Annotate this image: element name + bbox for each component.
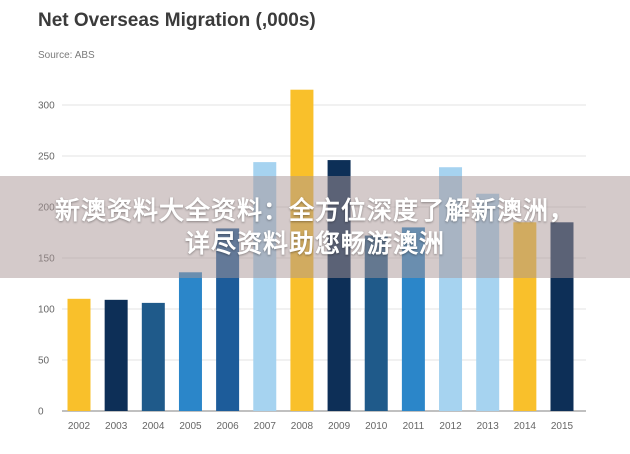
- x-tick-label: 2002: [68, 421, 91, 432]
- x-tick-label: 2006: [216, 421, 239, 432]
- overlay-text: 新澳资料大全资料：全方位深度了解新澳洲，详尽资料助您畅游澳洲: [55, 196, 576, 258]
- x-tick-label: 2010: [365, 421, 388, 432]
- x-tick-label: 2008: [291, 421, 314, 432]
- y-tick-label: 100: [38, 305, 55, 316]
- chart-title: Net Overseas Migration (,000s): [38, 10, 316, 31]
- bar-2003: [104, 299, 128, 411]
- y-tick-label: 0: [38, 407, 44, 418]
- x-tick-label: 2014: [514, 421, 537, 432]
- bar-2010: [364, 235, 388, 411]
- chart-source: Source: ABS: [38, 50, 95, 61]
- x-tick-label: 2007: [254, 421, 277, 432]
- x-tick-label: 2011: [403, 421, 425, 432]
- overlay-banner: 新澳资料大全资料：全方位深度了解新澳洲，详尽资料助您畅游澳洲: [0, 176, 630, 278]
- y-tick-label: 300: [38, 101, 55, 112]
- x-axis-ticks: 2002 2003 2004 2005 2006 2007 2008 2009 2010 2011…: [68, 421, 574, 432]
- y-tick-label: 50: [38, 356, 50, 367]
- x-tick-label: 2003: [105, 421, 128, 432]
- bar-2004: [141, 302, 165, 411]
- x-tick-label: 2013: [477, 421, 500, 432]
- x-tick-label: 2015: [551, 421, 574, 432]
- bar-2002: [67, 298, 91, 411]
- x-tick-label: 2005: [179, 421, 202, 432]
- x-tick-label: 2004: [142, 421, 165, 432]
- x-tick-label: 2009: [328, 421, 351, 432]
- y-tick-label: 250: [38, 152, 55, 163]
- bar-2005: [178, 272, 202, 411]
- x-tick-label: 2012: [439, 421, 462, 432]
